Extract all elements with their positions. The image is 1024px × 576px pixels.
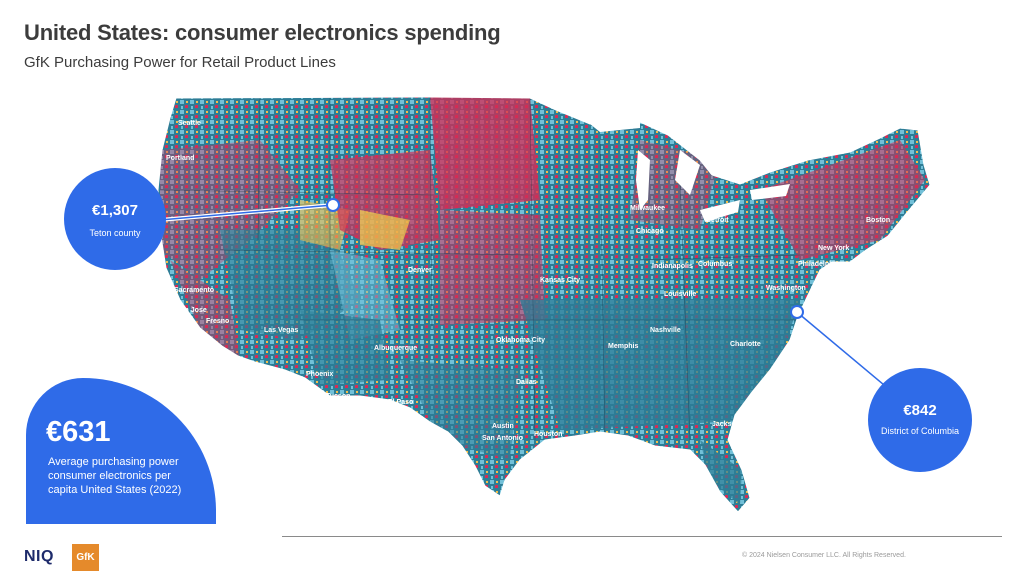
region-plains (330, 97, 545, 325)
niq-logo: NIQ (24, 548, 54, 565)
city-label: Philadelphia (798, 261, 839, 268)
city-label: Jacksonville (712, 421, 754, 428)
teton-value: €1,307 (92, 202, 138, 219)
city-label: Fresno (206, 318, 229, 325)
summary-callout: €631 Average purchasing power consumer e… (26, 378, 216, 524)
map-choropleth (158, 97, 930, 512)
copyright-text: © 2024 Nielsen Consumer LLC. All Rights … (742, 552, 906, 559)
gfk-logo: GfK (72, 544, 99, 571)
city-label: Tucson (326, 393, 350, 400)
dc-marker (790, 305, 804, 319)
dc-connector (797, 312, 891, 391)
city-label: Sacramento (174, 287, 214, 294)
state-borders (159, 97, 801, 441)
teton-marker (326, 198, 340, 212)
page-subtitle: GfK Purchasing Power for Retail Product … (24, 54, 336, 71)
dc-label: District of Columbia (880, 426, 960, 436)
city-label: Washington (766, 285, 806, 292)
city-label: Dallas (516, 379, 537, 386)
region-south (400, 300, 800, 505)
city-label: New York (818, 245, 849, 252)
city-label: San Diego (234, 383, 268, 390)
city-label: Boston (866, 217, 890, 224)
city-label: Columbus (698, 261, 732, 268)
teton-callout: €1,307 Teton county (64, 168, 166, 270)
city-label: Portland (166, 155, 194, 162)
city-label: Louisville (664, 291, 696, 298)
city-label: Detroit (706, 217, 729, 224)
city-label: Houston (534, 431, 562, 438)
summary-value: €631 (46, 416, 111, 448)
city-label: Chicago (636, 228, 664, 235)
city-label: Phoenix (306, 371, 333, 378)
us-outline (157, 96, 931, 513)
city-label: Memphis (608, 343, 638, 350)
city-label: Las Vegas (264, 327, 298, 334)
city-label: Seattle (178, 120, 201, 127)
city-label: Austin (492, 423, 514, 430)
city-label: Oklahoma City (496, 337, 545, 344)
city-label: San Jose (176, 307, 207, 314)
city-label: San Antonio (482, 435, 523, 442)
great-lakes (590, 118, 790, 222)
city-label: Kansas City (540, 277, 580, 284)
city-label: Milwaukee (630, 205, 665, 212)
footer-divider (282, 536, 1002, 537)
city-label: Nashville (650, 327, 681, 334)
city-labels: Seattle Portland Sacramento San Jose Fresno L… (166, 120, 890, 442)
dc-value: €842 (903, 402, 937, 419)
page-title: United States: consumer electronics spen… (24, 20, 501, 45)
city-label: Albuquerque (374, 345, 417, 352)
city-label: Denver (408, 267, 432, 274)
dc-callout: €842 District of Columbia (868, 368, 972, 472)
teton-label: Teton county (89, 228, 141, 238)
city-label: Los Angeles (216, 363, 257, 370)
city-label: Indianapolis (652, 263, 693, 270)
city-label: El Paso (388, 399, 413, 406)
region-northeast (630, 140, 925, 260)
region-west (160, 140, 400, 385)
city-label: Charlotte (730, 341, 761, 348)
summary-label: Average purchasing power consumer electr… (48, 456, 182, 496)
